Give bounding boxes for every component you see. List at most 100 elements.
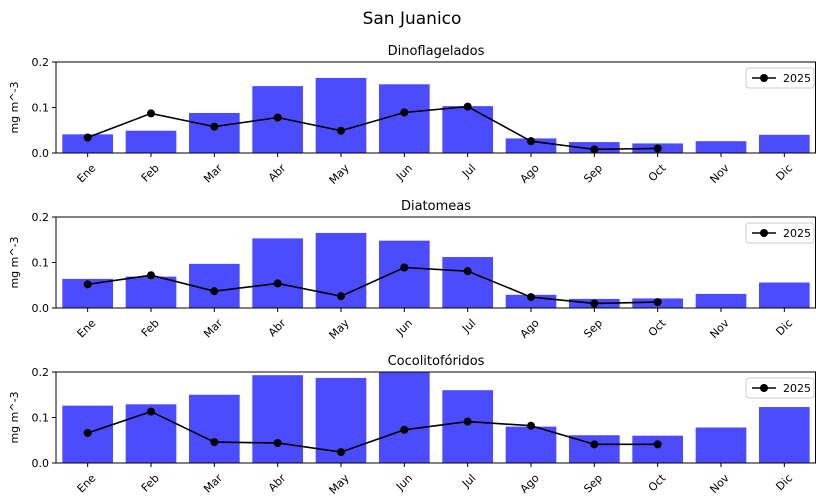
x-tick-label-abr: Abr: [266, 316, 289, 339]
figure-title: San Juanico: [363, 9, 462, 29]
series-point: [463, 102, 472, 111]
x-tick-label-jul: Jul: [459, 162, 478, 181]
bar-jul: [442, 390, 493, 463]
x-tick-label-oct: Oct: [646, 161, 669, 184]
x-tick-label-dic: Dic: [773, 162, 795, 184]
legend: 2025: [745, 67, 815, 89]
y-tick-label: 0.0: [32, 147, 50, 160]
x-tick-label-feb: Feb: [139, 317, 162, 340]
x-tick-label-may: May: [326, 471, 352, 497]
x-tick-label-ago: Ago: [518, 316, 542, 340]
series-point: [337, 448, 345, 457]
panel-2: Diatomeas 0.0 0.1 0.2 mg m^-3 Ene Feb Mar Abr May…: [8, 199, 816, 342]
bar-dic: [759, 282, 810, 308]
series-point: [273, 438, 282, 447]
y-tick-label: 0.0: [32, 302, 50, 315]
bar-nov: [695, 141, 747, 153]
x-tick-label-sep: Sep: [581, 162, 605, 186]
series-point: [210, 287, 219, 296]
legend-marker: [760, 74, 768, 82]
series-point: [147, 109, 155, 118]
panel-title: Dinoflagelados: [388, 44, 485, 59]
bar-dic: [759, 407, 810, 463]
series-point: [83, 428, 92, 437]
series-point: [463, 267, 472, 276]
y-tick-label: 0.1: [32, 102, 50, 115]
series-point: [590, 440, 599, 449]
x-tick-label-abr: Abr: [266, 471, 289, 494]
legend-label: 2025: [783, 382, 811, 395]
legend: 2025: [745, 222, 815, 244]
x-tick-label-abr: Abr: [266, 161, 289, 184]
y-tick-label: 0.2: [32, 211, 50, 224]
legend-marker: [760, 229, 768, 237]
x-tick-label-nov: Nov: [707, 316, 732, 341]
bar-may: [315, 77, 367, 153]
series-point: [337, 292, 345, 301]
series-point: [273, 113, 282, 122]
series-point: [147, 407, 155, 416]
series-point: [590, 299, 599, 308]
bar-nov: [695, 427, 747, 463]
bar-mar: [189, 263, 240, 308]
series-point: [527, 137, 535, 146]
y-tick-label: 0.1: [32, 257, 50, 270]
x-tick-label-nov: Nov: [707, 161, 732, 186]
bar-abr: [252, 238, 303, 308]
x-tick-label-jun: Jun: [393, 162, 415, 184]
legend-box: [745, 222, 815, 244]
series-point: [653, 440, 662, 449]
bar-nov: [695, 293, 747, 308]
x-tick-label-dic: Dic: [773, 472, 795, 494]
y-tick-label: 0.1: [32, 412, 50, 425]
series-point: [527, 293, 535, 302]
x-tick-label-jun: Jun: [393, 472, 415, 494]
x-tick-label-mar: Mar: [201, 471, 225, 495]
x-tick-label-ago: Ago: [518, 161, 542, 185]
x-tick-label-may: May: [326, 316, 352, 342]
x-tick-label-feb: Feb: [139, 162, 162, 185]
bar-mar: [189, 112, 240, 153]
bar-jul: [442, 257, 493, 308]
bar-jun: [379, 240, 430, 308]
legend-label: 2025: [783, 72, 811, 85]
y-axis-label: mg m^-3: [8, 81, 21, 133]
bar-jul: [442, 106, 493, 153]
bar-ago: [505, 426, 557, 463]
series-point: [653, 144, 662, 153]
x-tick-label-feb: Feb: [139, 472, 162, 495]
bar-dic: [759, 134, 810, 153]
bar-jun: [379, 372, 430, 463]
panel-title: Cocolitofóridos: [388, 354, 485, 369]
x-tick-label-ene: Ene: [75, 471, 99, 495]
x-tick-label-oct: Oct: [646, 316, 669, 339]
legend-marker: [760, 384, 768, 392]
panel-3: Cocolitofóridos 0.0 0.1 0.2 mg m^-3 Ene Feb Mar…: [8, 354, 816, 497]
x-tick-label-ene: Ene: [75, 316, 99, 340]
legend-label: 2025: [783, 227, 811, 240]
bar-oct: [632, 435, 683, 463]
x-tick-label-sep: Sep: [581, 472, 605, 496]
series-point: [463, 417, 472, 426]
series-point: [400, 425, 409, 434]
series-point: [273, 279, 282, 288]
bar-feb: [125, 130, 177, 153]
panel-1: Dinoflagelados 0.0 0.1 0.2 mg m^-3 Ene Feb Mar A…: [8, 44, 816, 187]
legend: 2025: [745, 377, 815, 399]
bar-feb: [125, 276, 177, 308]
series-line-2025: [87, 410, 658, 453]
series-point: [210, 122, 219, 131]
series-point: [527, 421, 535, 430]
x-tick-label-jun: Jun: [393, 317, 415, 339]
panel-title: Diatomeas: [401, 199, 471, 214]
series-point: [337, 126, 345, 135]
x-tick-label-may: May: [326, 161, 352, 187]
x-tick-label-jul: Jul: [459, 472, 478, 491]
x-tick-label-dic: Dic: [773, 317, 795, 339]
series-point: [400, 108, 409, 117]
x-tick-label-mar: Mar: [201, 161, 225, 185]
x-tick-label-oct: Oct: [646, 471, 669, 494]
series-point: [147, 271, 155, 280]
series-point: [590, 145, 599, 154]
